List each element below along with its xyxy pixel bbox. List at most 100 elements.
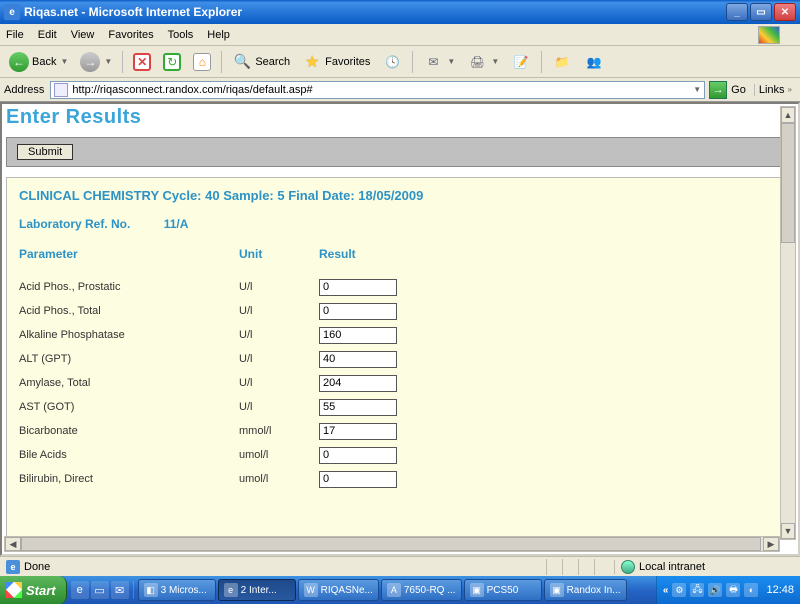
refresh-icon: ↻ — [163, 53, 181, 71]
maximize-button[interactable]: ▭ — [750, 3, 772, 21]
table-row: Alkaline PhosphataseU/l — [19, 323, 781, 347]
scroll-right-arrow[interactable]: ▶ — [763, 537, 779, 551]
toolbar-separator — [412, 51, 413, 73]
messenger-button[interactable]: 👥 — [579, 49, 609, 75]
panel-header: CLINICAL CHEMISTRY Cycle: 40 Sample: 5 F… — [19, 188, 781, 203]
scroll-track[interactable] — [781, 123, 795, 523]
tray-icon[interactable]: ◐ — [744, 583, 758, 597]
result-input[interactable] — [319, 351, 397, 368]
edit-button[interactable]: 📝 — [506, 49, 536, 75]
param-unit: U/l — [239, 377, 319, 389]
scroll-thumb[interactable] — [21, 537, 761, 551]
menu-view[interactable]: View — [71, 29, 95, 41]
scroll-thumb[interactable] — [781, 123, 795, 243]
menu-edit[interactable]: Edit — [38, 29, 57, 41]
ie-icon: e — [4, 4, 20, 20]
lab-ref-label: Laboratory Ref. No. — [19, 217, 130, 231]
result-input[interactable] — [319, 375, 397, 392]
content-area: Enter Results Submit CLINICAL CHEMISTRY … — [0, 102, 800, 556]
tray-icon[interactable]: 🖶 — [726, 583, 740, 597]
taskbar-task[interactable]: e2 Inter... — [218, 579, 296, 601]
lab-ref-row: Laboratory Ref. No. 11/A — [19, 217, 781, 231]
mail-button[interactable]: ✉▼ — [418, 49, 460, 75]
result-input[interactable] — [319, 471, 397, 488]
forward-dropdown-icon: ▼ — [104, 57, 112, 66]
result-input[interactable] — [319, 399, 397, 416]
stop-icon: ✕ — [133, 53, 151, 71]
windows-flag-icon — [758, 26, 780, 44]
back-button[interactable]: ← Back ▼ — [4, 49, 73, 75]
close-button[interactable]: ✕ — [774, 3, 796, 21]
param-unit: umol/l — [239, 473, 319, 485]
ql-ie-icon[interactable]: e — [71, 581, 89, 599]
toolbar: ← Back ▼ → ▼ ✕ ↻ ⌂ 🔍 Search ★ Favorites … — [0, 46, 800, 78]
result-input[interactable] — [319, 327, 397, 344]
menu-help[interactable]: Help — [207, 29, 230, 41]
history-button[interactable]: 🕓 — [377, 49, 407, 75]
task-icon: ▣ — [550, 583, 564, 597]
minimize-button[interactable]: _ — [726, 3, 748, 21]
window-titlebar: e Riqas.net - Microsoft Internet Explore… — [0, 0, 800, 24]
task-label: Randox In... — [567, 585, 621, 596]
tray-expand-icon[interactable]: « — [663, 585, 669, 596]
task-label: 3 Micros... — [161, 585, 207, 596]
forward-button[interactable]: → ▼ — [75, 49, 117, 75]
submit-button[interactable]: Submit — [17, 144, 73, 160]
scroll-up-arrow[interactable]: ▲ — [781, 107, 795, 123]
messenger-icon: 👥 — [584, 52, 604, 72]
task-icon: W — [304, 583, 318, 597]
scroll-down-arrow[interactable]: ▼ — [781, 523, 795, 539]
table-row: Bilirubin, Directumol/l — [19, 467, 781, 491]
stop-button[interactable]: ✕ — [128, 50, 156, 74]
taskbar-task[interactable]: A7650-RQ ... — [381, 579, 462, 601]
table-row: Bicarbonatemmol/l — [19, 419, 781, 443]
task-label: PCS50 — [487, 585, 519, 596]
result-input[interactable] — [319, 447, 397, 464]
addressbar: Address http://riqasconnect.randox.com/r… — [0, 78, 800, 102]
clock[interactable]: 12:48 — [766, 584, 794, 596]
home-button[interactable]: ⌂ — [188, 50, 216, 74]
scroll-left-arrow[interactable]: ◀ — [5, 537, 21, 551]
result-input[interactable] — [319, 279, 397, 296]
action-bar: Submit — [6, 137, 794, 167]
links-label: Links — [759, 84, 785, 96]
menu-file[interactable]: File — [6, 29, 24, 41]
vertical-scrollbar[interactable]: ▲ ▼ — [780, 106, 796, 540]
go-label[interactable]: Go — [731, 84, 746, 96]
taskbar-task[interactable]: ▣Randox In... — [544, 579, 627, 601]
taskbar-task[interactable]: WRIQASNe... — [298, 579, 379, 601]
taskbar-task[interactable]: ◧3 Micros... — [138, 579, 216, 601]
tray-icon[interactable]: ⚙ — [672, 583, 686, 597]
statusbar: e Done Local intranet — [0, 556, 800, 576]
refresh-button[interactable]: ↻ — [158, 50, 186, 74]
menu-tools[interactable]: Tools — [168, 29, 194, 41]
address-url: http://riqasconnect.randox.com/riqas/def… — [72, 84, 692, 96]
task-icon: e — [224, 583, 238, 597]
task-icon: ◧ — [144, 583, 158, 597]
search-icon: 🔍 — [232, 52, 252, 72]
history-icon: 🕓 — [382, 52, 402, 72]
print-button[interactable]: 🖨▼ — [462, 49, 504, 75]
header-unit: Unit — [239, 247, 319, 261]
task-label: 7650-RQ ... — [404, 585, 456, 596]
scroll-track[interactable] — [21, 537, 763, 551]
search-button[interactable]: 🔍 Search — [227, 49, 295, 75]
address-input-container[interactable]: http://riqasconnect.randox.com/riqas/def… — [50, 81, 705, 99]
zone-label: Local intranet — [639, 561, 705, 573]
links-chevron-icon: » — [788, 85, 792, 94]
ql-mail-icon[interactable]: ✉ — [111, 581, 129, 599]
taskbar-task[interactable]: ▣PCS50 — [464, 579, 542, 601]
address-dropdown-icon[interactable]: ▼ — [693, 85, 701, 94]
result-input[interactable] — [319, 303, 397, 320]
result-input[interactable] — [319, 423, 397, 440]
links-section[interactable]: Links » — [754, 84, 796, 96]
ql-desktop-icon[interactable]: ▭ — [91, 581, 109, 599]
tray-icon[interactable]: 🖧 — [690, 583, 704, 597]
tray-icon[interactable]: 🔊 — [708, 583, 722, 597]
folder-button[interactable]: 📁 — [547, 49, 577, 75]
horizontal-scrollbar[interactable]: ◀ ▶ — [4, 536, 780, 552]
favorites-button[interactable]: ★ Favorites — [297, 49, 375, 75]
go-button[interactable]: → — [709, 81, 727, 99]
table-row: AST (GOT)U/l — [19, 395, 781, 419]
menu-favorites[interactable]: Favorites — [108, 29, 153, 41]
